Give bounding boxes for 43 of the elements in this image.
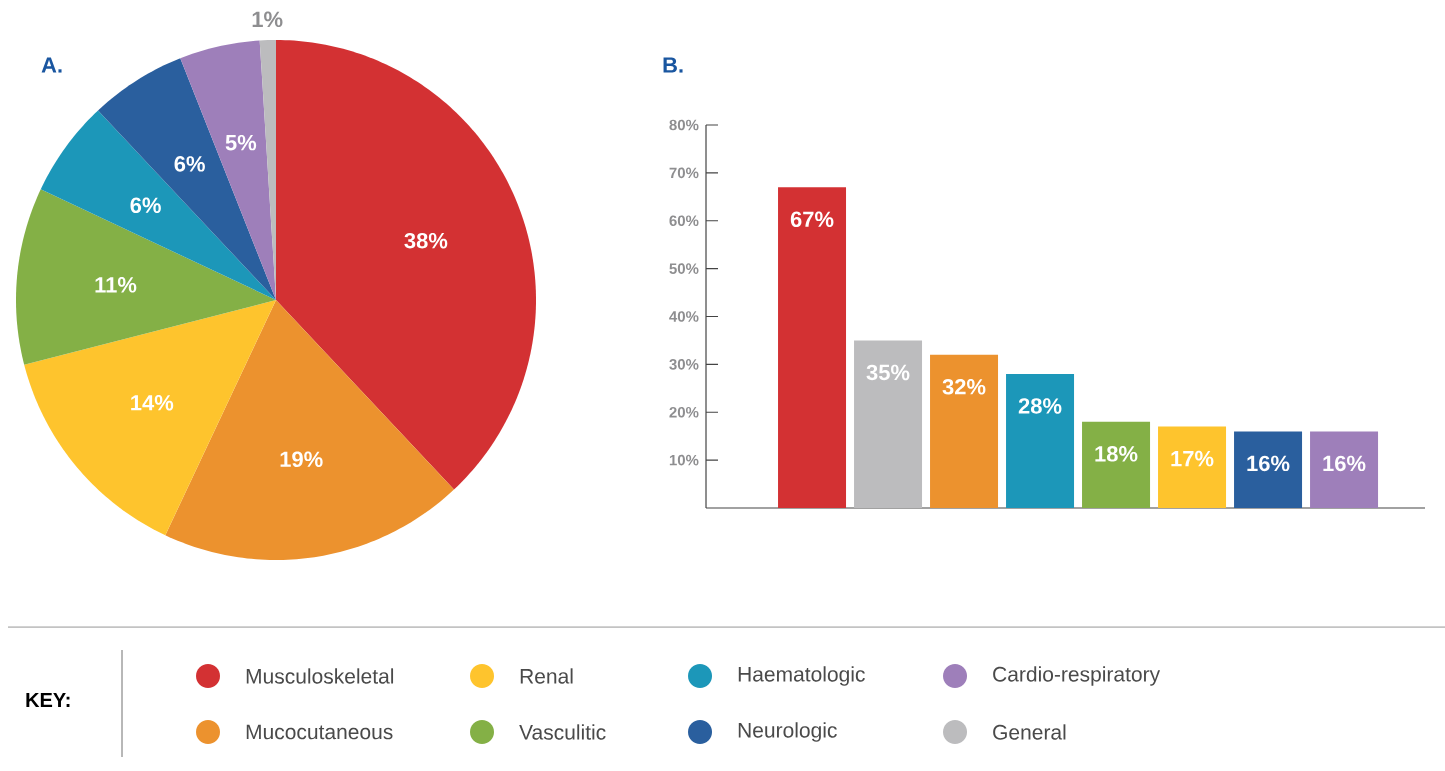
legend-label: Neurologic [738,722,837,742]
y-tick-label: 50% [669,263,699,274]
data-label: 38% [404,232,448,249]
bar [1310,431,1379,508]
data-label: 14% [131,395,174,411]
bar [1082,421,1151,508]
bar [1158,426,1227,508]
data-label: 6% [130,197,161,214]
data-label: 67% [790,211,834,228]
data-label: 18% [1095,446,1138,462]
legend-label: Renal [520,668,573,684]
legend-label: Vasculitic [519,724,606,740]
bar [1006,373,1075,508]
bar [930,354,999,508]
data-label: 35% [866,364,910,381]
data-label: 19% [280,451,323,468]
chart-title: B. [663,57,683,73]
data-label: 1% [252,11,283,28]
bar [854,340,923,508]
data-label: 16% [1247,455,1290,472]
y-tick-label: 40% [669,311,699,322]
bar [1234,431,1303,508]
y-tick-label: 10% [669,454,699,466]
legend-label: Haematologic [738,666,865,686]
y-tick-label: 60% [669,215,699,227]
data-label: 28% [1018,398,1062,414]
y-tick-label: 80% [669,119,699,131]
legend-label: Mucocutaneous [246,724,393,740]
y-tick-label: 20% [669,406,699,418]
data-label: 17% [1171,450,1214,467]
legend-label: Cardio-respiratory [993,666,1161,686]
data-label: 16% [1323,455,1366,472]
data-label: 5% [225,134,257,151]
legend-title: KEY: [26,693,70,707]
text: A. [41,57,62,73]
data-label: 6% [174,156,205,172]
bar [778,187,847,508]
data-label: 11% [95,277,137,293]
legend-label: Musculoskeletal [246,668,394,684]
y-tick-label: 30% [669,359,699,370]
data-label: 32% [942,379,986,395]
y-tick-label: 70% [669,167,699,179]
legend-label: General [993,724,1066,740]
